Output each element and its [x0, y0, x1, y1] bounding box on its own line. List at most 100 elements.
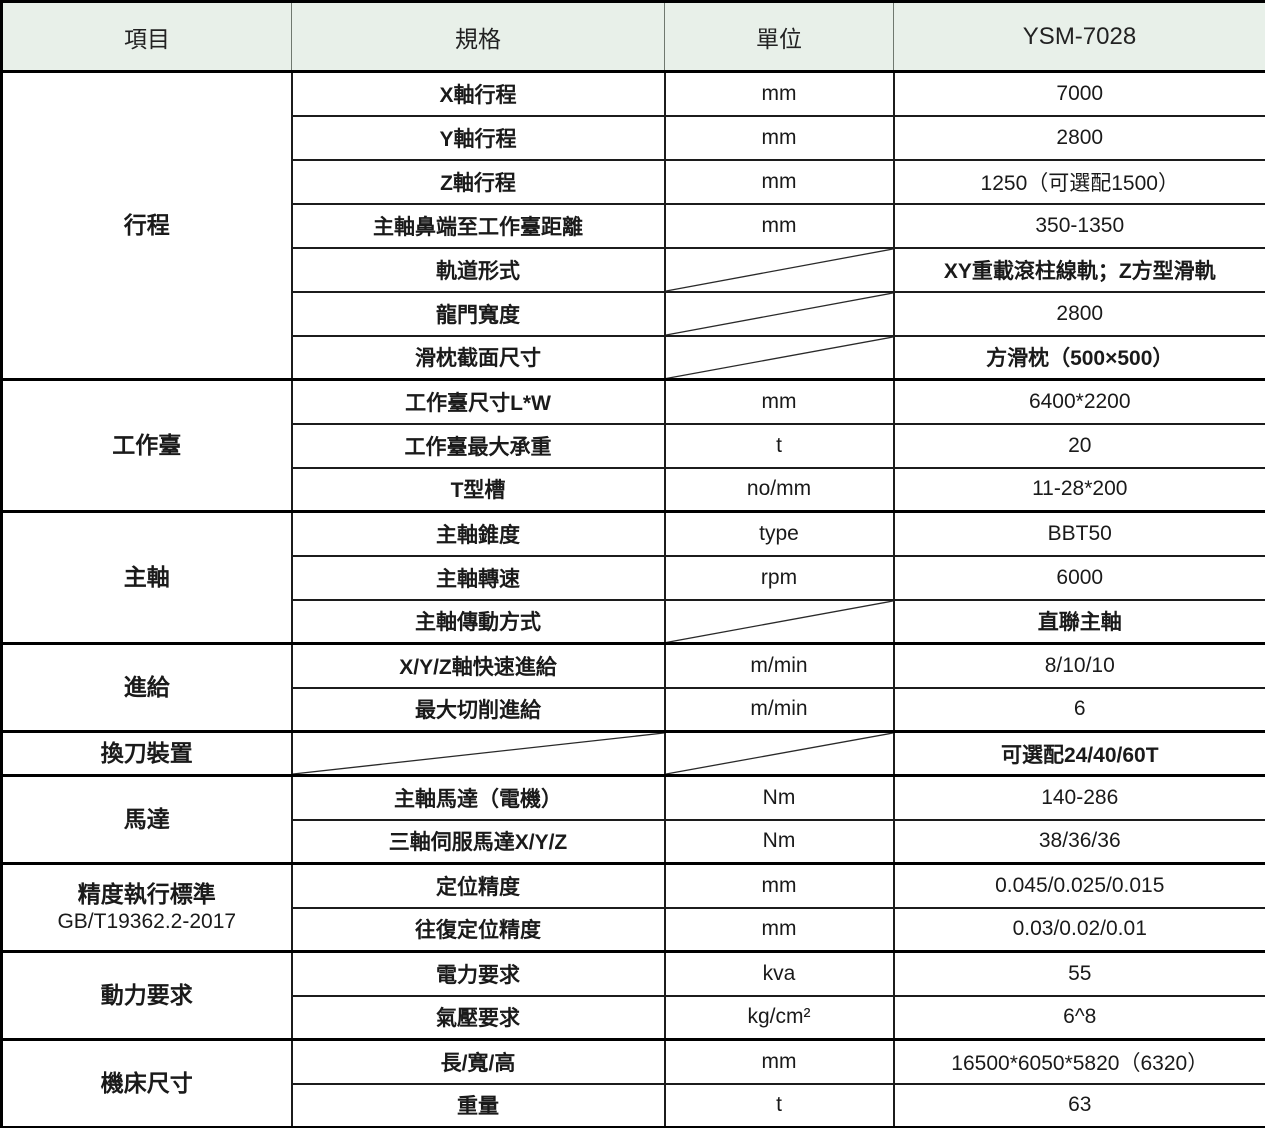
unit-cell: mm [663, 378, 895, 425]
table-row: 三軸伺服馬達X/Y/Z Nm 38/36/36 [2, 818, 1265, 865]
table-row: 工作臺 工作臺尺寸L*W mm 6400*2200 [0, 378, 1265, 513]
spec-cell: 滑枕截面尺寸 [290, 334, 666, 381]
unit-cell: mm [663, 202, 895, 249]
table-row: Z軸行程 mm 1250（可選配1500） [2, 158, 1265, 205]
unit-cell: t [663, 422, 895, 469]
spec-cell: X/Y/Z軸快速進給 [290, 642, 666, 689]
value-cell: 8/10/10 [892, 642, 1265, 689]
value-cell: 55 [892, 950, 1265, 997]
category-cell-travel: 行程 [0, 70, 293, 381]
value-cell: 直聯主軸 [892, 598, 1265, 645]
spec-cell: 工作臺尺寸L*W [290, 378, 666, 425]
category-standard: GB/T19362.2-2017 [57, 909, 237, 933]
header-cell-model: YSM-7028 [893, 0, 1265, 73]
category-cell-accuracy: 精度執行標準 GB/T19362.2-2017 [0, 862, 293, 953]
spec-cell: 三軸伺服馬達X/Y/Z [290, 818, 666, 865]
unit-cell-slash [663, 290, 895, 337]
category-cell-power: 動力要求 [0, 950, 293, 1041]
table-row: 氣壓要求 kg/cm² 6^8 [2, 994, 1265, 1041]
category-label: 行程 [123, 212, 170, 239]
category-label: 動力要求 [100, 982, 193, 1009]
category-cell-toolchanger: 換刀裝置 [0, 730, 293, 777]
spec-cell: 重量 [290, 1082, 666, 1128]
category-label: 換刀裝置 [100, 740, 193, 767]
header-row: 項目 規格 單位 YSM-7028 [0, 0, 1265, 73]
value-cell: 0.03/0.02/0.01 [892, 906, 1265, 953]
table-row: 換刀裝置 可選配24/40/60T [0, 730, 1265, 777]
spec-cell: 長/寬/高 [290, 1038, 666, 1085]
category-label: 精度執行標準 [77, 881, 216, 907]
unit-cell: kva [663, 950, 895, 997]
table-row: 主軸轉速 rpm 6000 [2, 554, 1265, 601]
unit-cell: mm [663, 906, 895, 953]
spec-cell: 主軸傳動方式 [290, 598, 666, 645]
table-row: 滑枕截面尺寸 方滑枕（500×500） [2, 334, 1265, 381]
unit-cell: Nm [663, 774, 895, 821]
spec-cell: X軸行程 [290, 70, 666, 117]
table-row: 軌道形式 XY重載滾柱線軌；Z方型滑軌 [2, 246, 1265, 293]
category-label: 主軸 [123, 564, 170, 591]
table-row: 龍門寬度 2800 [2, 290, 1265, 337]
header-cell-item: 項目 [0, 0, 292, 73]
table-row: 重量 t 63 [2, 1082, 1265, 1128]
unit-cell-slash [663, 730, 895, 777]
table-row: 馬達 主軸馬達（電機） Nm 140-286 [0, 774, 1265, 865]
value-cell: 7000 [892, 70, 1265, 117]
unit-cell: kg/cm² [663, 994, 895, 1041]
spec-cell-slash [290, 730, 666, 777]
spec-cell: 主軸鼻端至工作臺距離 [290, 202, 666, 249]
category-cell-worktable: 工作臺 [0, 378, 293, 513]
unit-cell: t [663, 1082, 895, 1128]
table-row: 主軸傳動方式 直聯主軸 [2, 598, 1265, 645]
spec-cell: 最大切削進給 [290, 686, 666, 733]
category-label: 進給 [123, 674, 170, 701]
unit-cell-slash [663, 598, 895, 645]
spec-cell: 定位精度 [290, 862, 666, 909]
value-cell: 11-28*200 [892, 466, 1265, 513]
table-row: 主軸鼻端至工作臺距離 mm 350-1350 [2, 202, 1265, 249]
value-cell: 1250（可選配1500） [892, 158, 1265, 205]
table-row: 精度執行標準 GB/T19362.2-2017 定位精度 mm 0.045/0.… [0, 862, 1265, 953]
spec-cell: 電力要求 [290, 950, 666, 997]
value-cell: 2800 [892, 114, 1265, 161]
spec-cell: Z軸行程 [290, 158, 666, 205]
value-cell: 2800 [892, 290, 1265, 337]
table-row: 動力要求 電力要求 kva 55 [0, 950, 1265, 1041]
category-cell-feed: 進給 [0, 642, 293, 733]
spec-cell: 軌道形式 [290, 246, 666, 293]
table-row: Y軸行程 mm 2800 [2, 114, 1265, 161]
value-cell: 6000 [892, 554, 1265, 601]
unit-cell: Nm [663, 818, 895, 865]
spec-cell: 龍門寬度 [290, 290, 666, 337]
spec-cell: 工作臺最大承重 [290, 422, 666, 469]
spec-cell: T型槽 [290, 466, 666, 513]
category-label: 工作臺 [112, 432, 182, 459]
unit-cell: m/min [663, 642, 895, 689]
category-cell-spindle: 主軸 [0, 510, 293, 645]
unit-cell: type [663, 510, 895, 557]
unit-cell: no/mm [663, 466, 895, 513]
value-cell: XY重載滾柱線軌；Z方型滑軌 [892, 246, 1265, 293]
spec-cell: Y軸行程 [290, 114, 666, 161]
unit-cell-slash [663, 246, 895, 293]
value-cell: 63 [892, 1082, 1265, 1128]
diagonal-slash-icon [666, 601, 893, 643]
table-row: 進給 X/Y/Z軸快速進給 m/min 8/10/10 [0, 642, 1265, 733]
category-cell-dimensions: 機床尺寸 [0, 1038, 293, 1128]
unit-cell: rpm [663, 554, 895, 601]
unit-cell: m/min [663, 686, 895, 733]
value-cell: 38/36/36 [892, 818, 1265, 865]
category-label: 機床尺寸 [100, 1070, 193, 1097]
unit-cell: mm [663, 158, 895, 205]
header-cell-spec: 規格 [291, 0, 665, 73]
diagonal-slash-icon [293, 733, 664, 774]
table-row: T型槽 no/mm 11-28*200 [2, 466, 1265, 513]
diagonal-slash-icon [666, 249, 893, 291]
value-cell: 6400*2200 [892, 378, 1265, 425]
value-cell: BBT50 [892, 510, 1265, 557]
value-cell: 方滑枕（500×500） [892, 334, 1265, 381]
table-row: 行程 X軸行程 mm 7000 [0, 70, 1265, 381]
value-cell: 0.045/0.025/0.015 [892, 862, 1265, 909]
category-cell-motor: 馬達 [0, 774, 293, 865]
